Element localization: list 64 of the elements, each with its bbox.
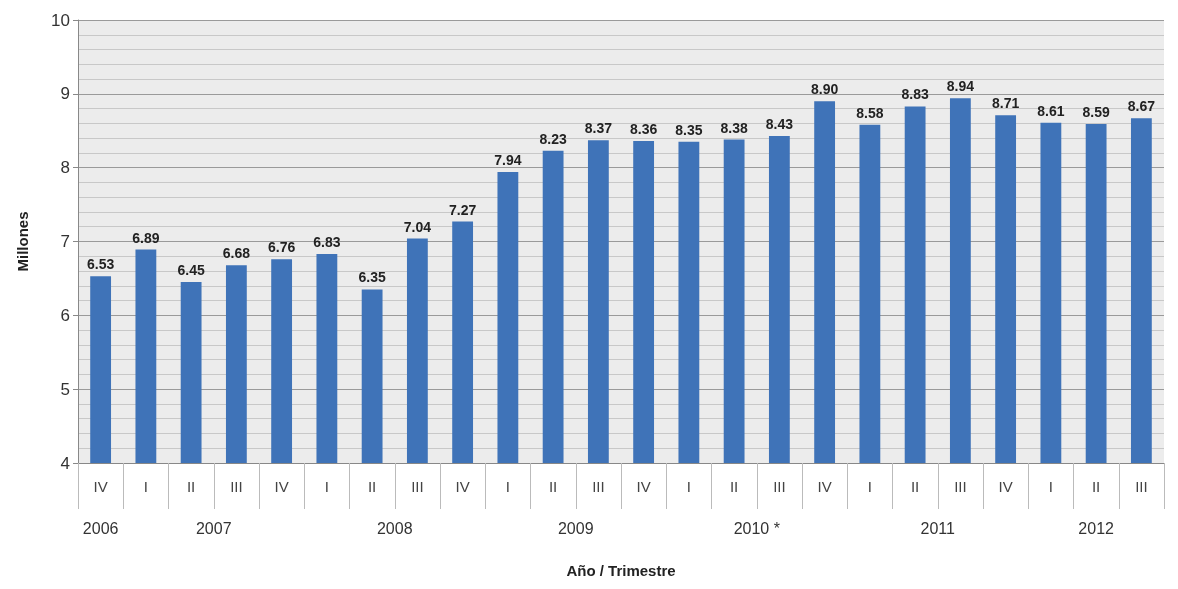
data-label: 8.59 bbox=[1082, 104, 1110, 121]
data-label: 8.36 bbox=[630, 121, 658, 138]
data-label: 8.67 bbox=[1127, 98, 1156, 115]
x-tick-label: II bbox=[367, 478, 377, 495]
data-label: 6.89 bbox=[132, 229, 160, 246]
x-tick-label: II bbox=[548, 478, 558, 495]
x-tick-label: IV bbox=[636, 478, 651, 495]
text: 2006 bbox=[82, 519, 119, 537]
data-label: 6.35 bbox=[358, 269, 386, 286]
y-tick-label: 10 bbox=[51, 10, 70, 30]
text: 2007 bbox=[195, 519, 232, 537]
x-tick-label: III bbox=[411, 478, 424, 495]
data-label: 6.45 bbox=[177, 262, 205, 279]
x-tick-label: II bbox=[1091, 478, 1101, 495]
data-label: 8.35 bbox=[675, 121, 703, 138]
data-label: 6.53 bbox=[87, 256, 115, 273]
x-tick-label: II bbox=[910, 478, 920, 495]
y-tick-label: 5 bbox=[60, 379, 70, 399]
data-label: 7.04 bbox=[403, 218, 432, 235]
x-tick-label: I bbox=[686, 478, 691, 495]
x-tick-label: III bbox=[230, 478, 243, 495]
text: 2011 bbox=[920, 519, 956, 537]
data-label: 8.61 bbox=[1037, 102, 1065, 119]
x-tick-label: II bbox=[186, 478, 196, 495]
data-label: 6.76 bbox=[268, 239, 296, 256]
x-tick-label: II bbox=[729, 478, 739, 495]
data-label: 8.38 bbox=[720, 119, 748, 136]
data-label: 6.83 bbox=[313, 234, 341, 251]
x-tick-label: III bbox=[954, 478, 967, 495]
x-tick-label: I bbox=[324, 478, 329, 495]
x-tick-label: III bbox=[592, 478, 605, 495]
x-tick-label: I bbox=[867, 478, 872, 495]
data-label: 8.37 bbox=[584, 120, 613, 137]
data-label: 7.94 bbox=[494, 152, 522, 169]
text: 2010 * bbox=[733, 519, 780, 537]
data-label: 8.58 bbox=[856, 104, 884, 121]
text: 2009 bbox=[557, 519, 594, 537]
x-tick-label: IV bbox=[998, 478, 1013, 495]
x-tick-label: IV bbox=[455, 478, 470, 495]
data-label: 8.90 bbox=[811, 81, 839, 98]
text: 2008 bbox=[376, 519, 413, 537]
y-tick-label: 7 bbox=[60, 232, 70, 251]
x-axis-title: Año / Trimestre bbox=[566, 562, 676, 579]
x-tick-label: IV bbox=[817, 478, 832, 495]
x-tick-label: IV bbox=[93, 478, 108, 495]
x-tick-label: I bbox=[505, 478, 510, 495]
x-tick-label: IV bbox=[274, 478, 289, 495]
y-axis-title: Millones bbox=[14, 211, 31, 272]
x-tick-label: I bbox=[143, 478, 148, 495]
data-label: 8.43 bbox=[765, 115, 794, 132]
data-label: 8.23 bbox=[539, 130, 567, 147]
y-tick-label: 4 bbox=[60, 453, 70, 473]
data-label: 8.94 bbox=[946, 78, 975, 95]
text: 2012 bbox=[1078, 519, 1115, 537]
y-tick-label: 8 bbox=[60, 158, 70, 178]
data-label: 8.71 bbox=[992, 95, 1020, 112]
y-tick-label: 9 bbox=[60, 84, 70, 104]
data-label: 8.83 bbox=[901, 86, 929, 103]
data-label: 7.27 bbox=[449, 201, 477, 218]
x-tick-label: I bbox=[1048, 478, 1053, 495]
y-tick-label: 6 bbox=[60, 305, 70, 325]
x-tick-label: III bbox=[1135, 478, 1148, 495]
data-label: 6.68 bbox=[222, 245, 251, 262]
x-tick-label: III bbox=[773, 478, 786, 495]
